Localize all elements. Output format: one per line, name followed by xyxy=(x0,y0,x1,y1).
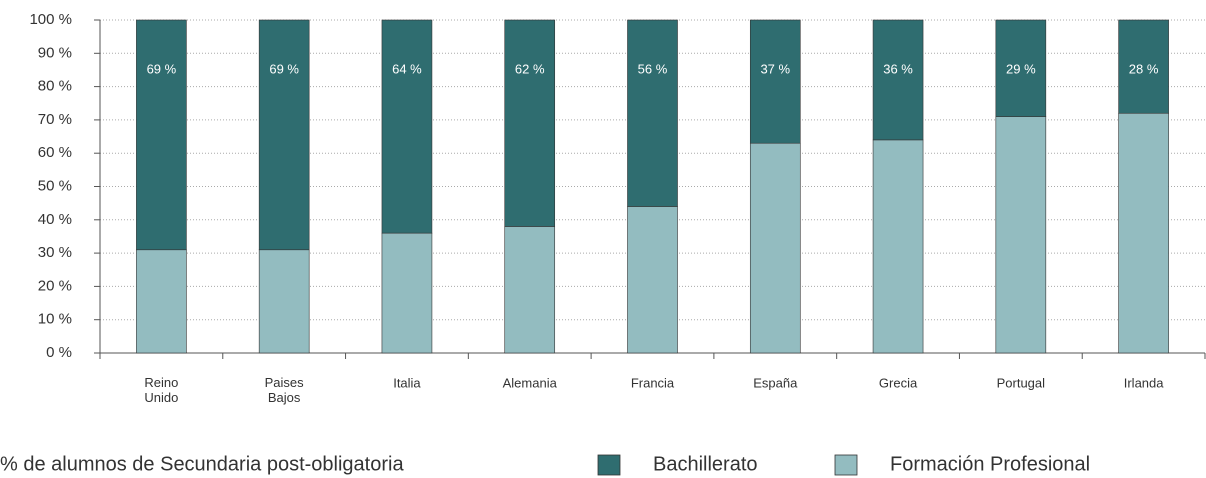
bar-segment xyxy=(1118,19,1169,114)
y-tick-label: 80 % xyxy=(38,78,72,95)
bar-segment xyxy=(381,19,433,234)
bar-segment xyxy=(1118,112,1169,354)
legend-label: Formación Profesional xyxy=(890,453,1090,475)
bar-segment xyxy=(749,19,801,144)
x-tick-label: Italia xyxy=(393,375,421,390)
y-tick-label: 10 % xyxy=(38,311,72,328)
y-tick-label: 30 % xyxy=(38,244,72,261)
value-label: 69 % xyxy=(147,61,177,76)
x-tick-label: España xyxy=(753,375,798,390)
x-tick-label: Grecia xyxy=(879,375,918,390)
y-tick-label: 100 % xyxy=(29,11,72,28)
bar-segment xyxy=(504,226,556,354)
value-label: 64 % xyxy=(392,61,422,76)
bar-segment xyxy=(258,19,310,251)
value-label: 36 % xyxy=(883,61,913,76)
value-label: 29 % xyxy=(1006,61,1036,76)
y-tick-label: 90 % xyxy=(38,44,72,61)
x-tick-label: Irlanda xyxy=(1124,375,1165,390)
value-label: 62 % xyxy=(515,61,545,76)
bar-segment xyxy=(995,116,1047,354)
bar-segment xyxy=(995,19,1047,117)
bar-segment xyxy=(258,249,310,354)
y-tick-label: 70 % xyxy=(38,111,72,128)
x-tick-label: Francia xyxy=(631,375,675,390)
y-tick-label: 20 % xyxy=(38,277,72,294)
bar-segment xyxy=(136,19,187,251)
legend-swatch xyxy=(834,454,858,476)
y-tick-label: 0 % xyxy=(46,344,72,361)
value-label: 56 % xyxy=(638,61,668,76)
x-tick-label: Paises Bajos xyxy=(265,375,305,405)
legend-swatch xyxy=(597,454,621,476)
value-label: 37 % xyxy=(760,61,790,76)
y-tick-label: 60 % xyxy=(38,144,72,161)
bar-segment xyxy=(627,206,678,354)
bar-segment xyxy=(381,232,433,354)
legend-title: % de alumnos de Secundaria post-obligato… xyxy=(0,453,404,475)
legend-label: Bachillerato xyxy=(653,453,758,475)
x-tick-label: Reino Unido xyxy=(144,375,178,405)
x-tick-label: Alemania xyxy=(503,375,558,390)
bar-segment xyxy=(136,249,187,354)
y-tick-label: 50 % xyxy=(38,177,72,194)
y-tick-label: 40 % xyxy=(38,211,72,228)
value-label: 28 % xyxy=(1129,61,1159,76)
value-label: 69 % xyxy=(269,61,299,76)
bar-segment xyxy=(872,139,924,354)
bar-segment xyxy=(504,19,556,227)
bar-segment xyxy=(627,19,678,207)
bar-segment xyxy=(872,19,924,141)
bar-segment xyxy=(749,142,801,354)
x-tick-label: Portugal xyxy=(997,375,1046,390)
